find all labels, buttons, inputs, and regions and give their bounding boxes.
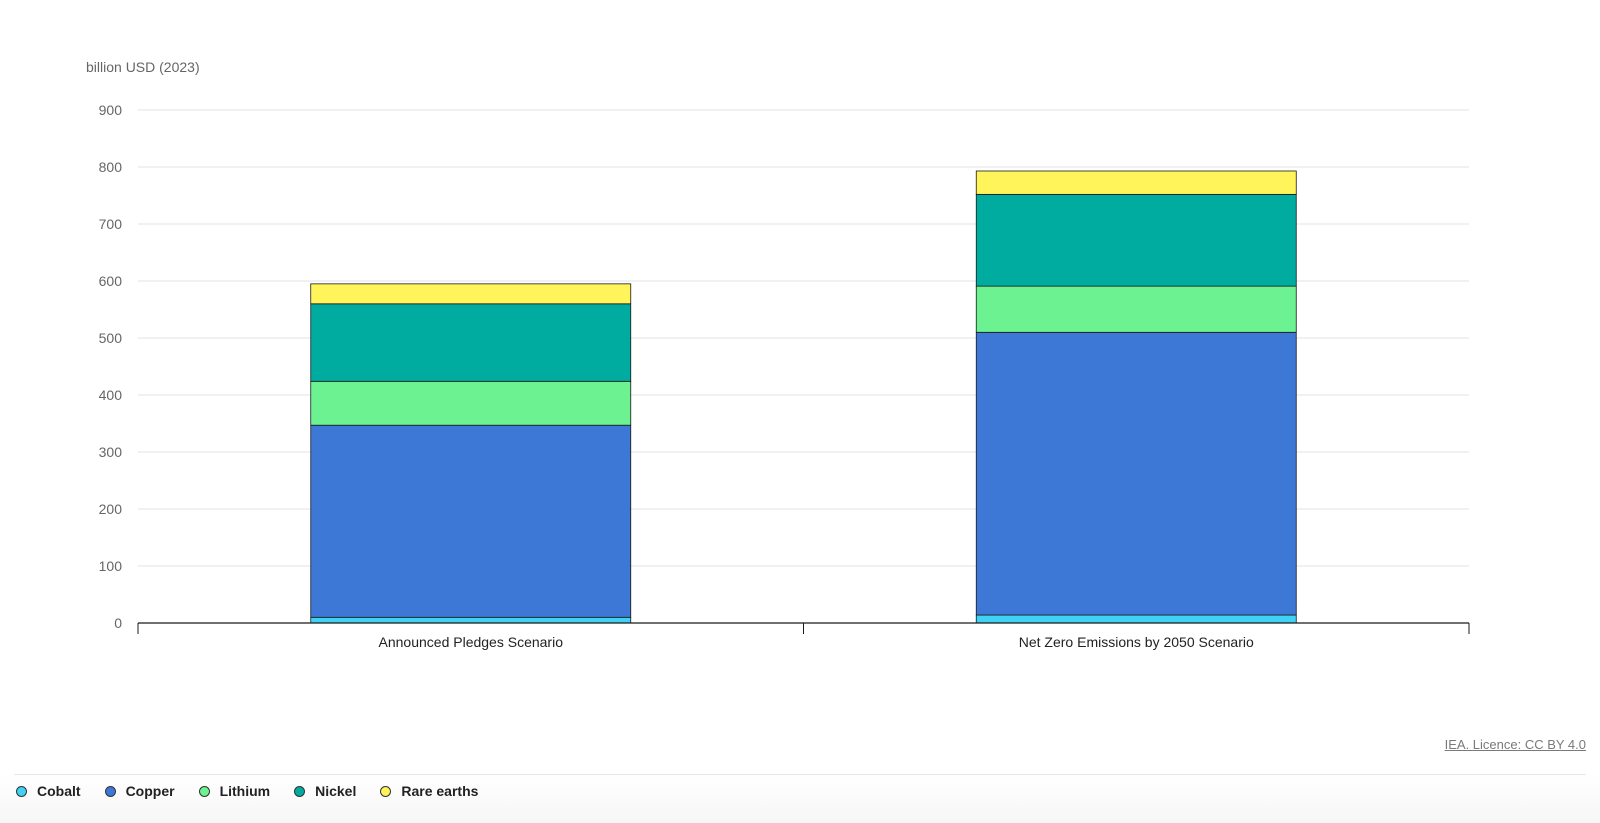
x-tick-label: Net Zero Emissions by 2050 Scenario: [1019, 634, 1254, 650]
legend-swatch: [16, 785, 27, 797]
bar-segment-copper[interactable]: [310, 424, 632, 618]
bar-segment-cobalt[interactable]: [975, 614, 1297, 624]
bar-segment-lithium[interactable]: [975, 285, 1297, 333]
x-tick-label: Announced Pledges Scenario: [379, 634, 564, 650]
y-axis-ticks: 0 100 200 300 400 500 600 700 800 900: [99, 102, 123, 631]
legend-item-lithium[interactable]: Lithium: [198, 783, 271, 799]
source-licence-link[interactable]: IEA. Licence: CC BY 4.0: [1444, 737, 1586, 752]
x-axis: [137, 622, 1470, 634]
bar-segment-cobalt[interactable]: [310, 616, 632, 624]
footer-divider: [14, 774, 1586, 775]
legend-label: Lithium: [219, 783, 271, 799]
legend-label: Rare earths: [401, 783, 479, 799]
stacked-bar-chart: 0 100 200 300 400 500 600 700 800 900 Announced P…: [99, 102, 1470, 650]
y-tick-label: 700: [99, 216, 123, 232]
legend-swatch: [104, 785, 116, 797]
y-tick-label: 800: [99, 159, 123, 175]
legend-item-copper[interactable]: Copper: [104, 783, 175, 799]
y-tick-label: 500: [99, 330, 123, 346]
legend-item-nickel[interactable]: Nickel: [294, 783, 356, 799]
bar-segment-rare-earths[interactable]: [975, 170, 1297, 195]
y-axis-unit-label: billion USD (2023): [86, 59, 200, 75]
bars: [310, 170, 1297, 624]
legend-label: Copper: [125, 783, 175, 799]
y-tick-label: 300: [99, 444, 123, 460]
y-tick-label: 400: [99, 387, 123, 403]
bar-segment-rare-earths[interactable]: [310, 283, 632, 305]
bar-segment-nickel[interactable]: [310, 303, 632, 382]
legend: Cobalt Copper Lithium Nickel Rare earths: [0, 775, 1600, 823]
y-tick-label: 200: [99, 501, 123, 517]
legend-swatch: [380, 785, 392, 797]
bar-segment-copper[interactable]: [975, 331, 1297, 616]
legend-label: Cobalt: [37, 783, 81, 799]
legend-label: Nickel: [315, 783, 357, 799]
y-tick-label: 0: [114, 615, 122, 631]
bar-segment-lithium[interactable]: [310, 380, 632, 426]
chart-area: billion USD (2023) 0 100 200 300 400 500 600 70…: [86, 59, 1470, 650]
legend-item-rare-earths[interactable]: Rare earths: [380, 783, 478, 799]
x-axis-labels: Announced Pledges Scenario Net Zero Emiss…: [379, 634, 1254, 650]
legend-list: Cobalt Copper Lithium Nickel Rare earths: [0, 775, 1600, 807]
bar-segment-nickel[interactable]: [975, 193, 1297, 287]
legend-swatch: [198, 785, 210, 797]
y-tick-label: 900: [99, 102, 123, 118]
y-tick-label: 600: [99, 273, 123, 289]
legend-swatch: [294, 785, 306, 797]
legend-item-cobalt[interactable]: Cobalt: [16, 783, 81, 799]
y-tick-label: 100: [99, 558, 123, 574]
